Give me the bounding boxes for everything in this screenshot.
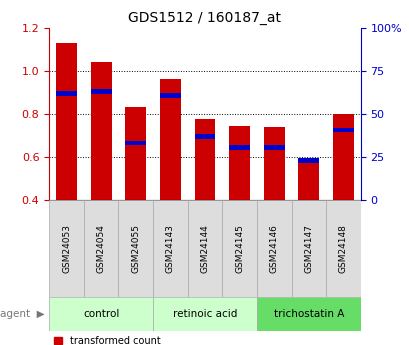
Bar <box>263 145 284 150</box>
Bar <box>160 93 180 98</box>
Text: agent  ▶: agent ▶ <box>0 309 45 319</box>
FancyBboxPatch shape <box>153 297 256 331</box>
Bar <box>298 160 319 200</box>
Bar <box>263 127 284 200</box>
FancyBboxPatch shape <box>222 200 256 297</box>
FancyBboxPatch shape <box>49 297 153 331</box>
Bar <box>194 134 215 139</box>
Bar <box>56 91 77 96</box>
FancyBboxPatch shape <box>291 200 326 297</box>
Text: trichostatin A: trichostatin A <box>273 309 343 319</box>
Bar <box>125 141 146 145</box>
Bar <box>90 89 111 93</box>
Text: retinoic acid: retinoic acid <box>172 309 237 319</box>
Bar <box>332 128 353 132</box>
Bar <box>194 119 215 200</box>
Bar <box>90 62 111 200</box>
Text: GSM24148: GSM24148 <box>338 224 347 273</box>
FancyBboxPatch shape <box>49 200 83 297</box>
Title: GDS1512 / 160187_at: GDS1512 / 160187_at <box>128 11 281 25</box>
FancyBboxPatch shape <box>256 297 360 331</box>
Bar <box>229 126 249 200</box>
Text: GSM24144: GSM24144 <box>200 224 209 273</box>
Text: GSM24147: GSM24147 <box>303 224 312 273</box>
FancyBboxPatch shape <box>153 200 187 297</box>
Text: GSM24146: GSM24146 <box>269 224 278 273</box>
Text: GSM24053: GSM24053 <box>62 224 71 273</box>
Bar <box>56 43 77 200</box>
Legend: transformed count, percentile rank within the sample: transformed count, percentile rank withi… <box>54 336 234 345</box>
Text: control: control <box>83 309 119 319</box>
Text: GSM24145: GSM24145 <box>234 224 243 273</box>
Bar <box>332 114 353 200</box>
FancyBboxPatch shape <box>83 200 118 297</box>
FancyBboxPatch shape <box>256 200 291 297</box>
Bar <box>298 158 319 162</box>
Bar <box>160 79 180 200</box>
Text: GSM24055: GSM24055 <box>131 224 140 273</box>
Text: GSM24054: GSM24054 <box>97 224 106 273</box>
FancyBboxPatch shape <box>187 200 222 297</box>
Bar <box>229 145 249 150</box>
Bar <box>125 107 146 200</box>
FancyBboxPatch shape <box>118 200 153 297</box>
Text: GSM24143: GSM24143 <box>166 224 175 273</box>
FancyBboxPatch shape <box>326 200 360 297</box>
